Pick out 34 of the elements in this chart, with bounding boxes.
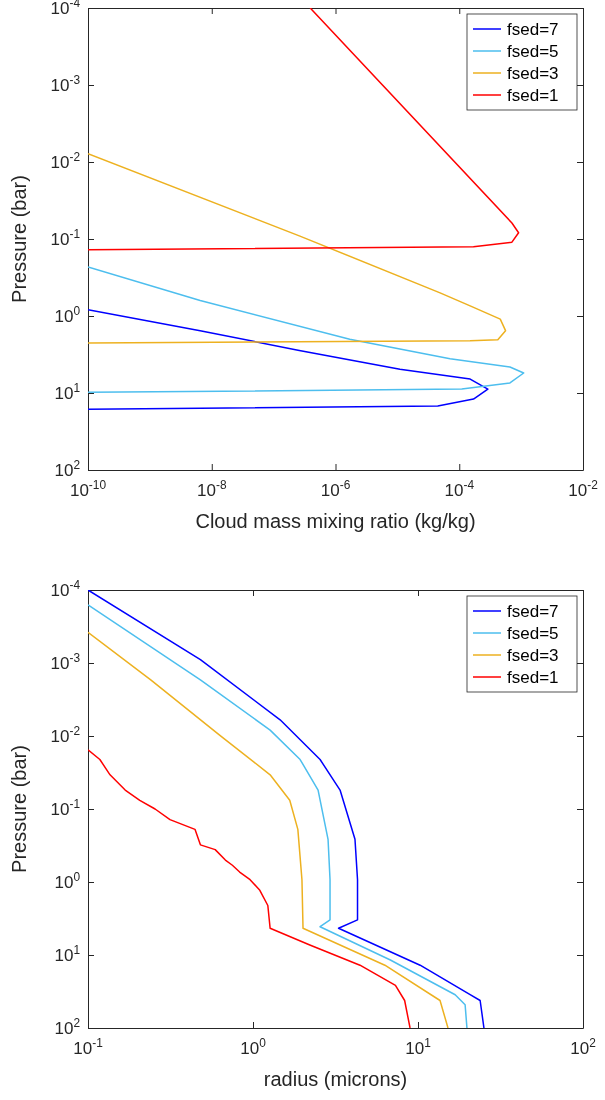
- y-tick-label: 10$^{0}$: [54, 304, 81, 326]
- y-tick-label: 10$^{-1}$: [50, 227, 81, 249]
- legend-label: fsed=7: [507, 602, 559, 621]
- y-tick-label: 10$^{-3}$: [50, 73, 81, 95]
- y-tick-label: 10$^{-2}$: [50, 724, 81, 746]
- x-tick-label: 10$^{-10}$: [69, 478, 107, 500]
- legend-label: fsed=3: [507, 64, 559, 83]
- x-tick-label: 10$^{-8}$: [197, 478, 227, 500]
- y-axis-title: Pressure (bar): [8, 745, 30, 873]
- y-tick-label: 10$^{1}$: [54, 943, 81, 965]
- legend-label: fsed=5: [507, 624, 559, 643]
- legend-label: fsed=3: [507, 646, 559, 665]
- y-tick-label: 10$^{1}$: [54, 381, 81, 403]
- legend-label: fsed=7: [507, 20, 559, 39]
- x-tick-label: 10$^{-6}$: [320, 478, 351, 500]
- y-tick-label: 10$^{-4}$: [50, 578, 81, 600]
- x-tick-label: 10$^{-1}$: [73, 1036, 104, 1058]
- legend-label: fsed=5: [507, 42, 559, 61]
- x-axis-title: radius (microns): [263, 1068, 408, 1090]
- x-axis-title: Cloud mass mixing ratio (kg/kg): [195, 510, 476, 532]
- y-tick-label: 10$^{2}$: [54, 458, 81, 480]
- x-tick-label: 10$^{0}$: [240, 1036, 267, 1058]
- x-tick-label: 10$^{-2}$: [568, 478, 599, 500]
- x-tick-label: 10$^{2}$: [570, 1036, 597, 1058]
- x-tick-label: 10$^{1}$: [405, 1036, 432, 1058]
- y-tick-label: 10$^{-2}$: [50, 150, 81, 172]
- x-tick-label: 10$^{-4}$: [444, 478, 475, 500]
- y-tick-label: 10$^{-3}$: [50, 651, 81, 673]
- y-tick-label: 10$^{0}$: [54, 870, 81, 892]
- legend-label: fsed=1: [507, 668, 559, 687]
- legend-label: fsed=1: [507, 86, 559, 105]
- y-tick-label: 10$^{-1}$: [50, 797, 81, 819]
- y-tick-label: 10$^{2}$: [54, 1016, 81, 1038]
- y-axis-title: Pressure (bar): [8, 175, 30, 303]
